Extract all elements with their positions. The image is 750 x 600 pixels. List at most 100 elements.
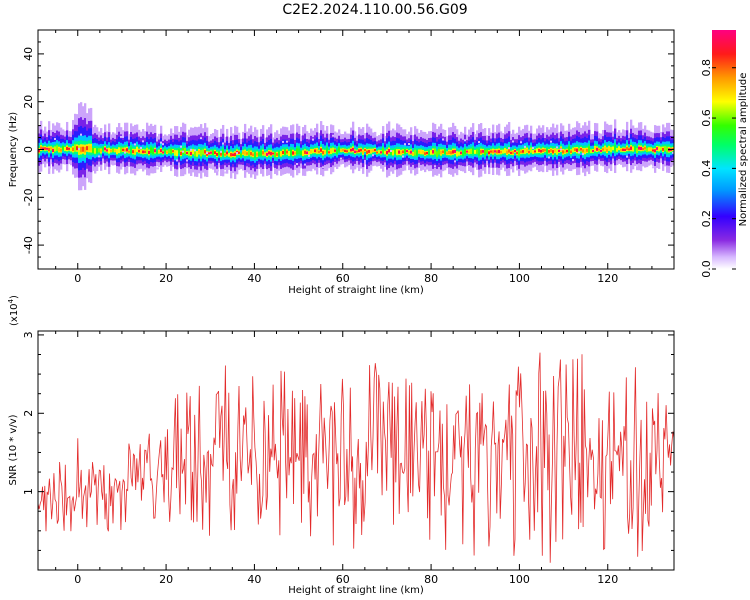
spectrogram-cell: [394, 150, 397, 153]
spectrogram-cell: [484, 151, 487, 155]
spectrogram-cell: [100, 149, 103, 153]
spectrogram-cell: [630, 146, 633, 150]
spectrogram-speckle: [224, 171, 227, 174]
spectrogram-cell: [482, 150, 485, 153]
spectrogram-speckle: [424, 167, 427, 170]
spectrogram-cell: [572, 148, 575, 152]
spectrogram-cell: [294, 152, 297, 155]
colorbar-gradient: [712, 30, 736, 269]
spectrogram-cell: [590, 150, 593, 153]
spectrogram-cell: [592, 149, 595, 152]
spectrogram-cell: [428, 151, 431, 154]
snr-panel: 0 20 40 60 80 100 120 1 2 3 Height of straight l…: [7, 295, 675, 596]
spectrogram-cell: [290, 150, 293, 154]
spectrogram-cell: [500, 150, 503, 154]
spectrogram-speckle: [578, 151, 581, 154]
spectrogram-speckle: [142, 140, 145, 143]
spectrogram-cell: [224, 153, 227, 156]
colorbar-tick-label: 0.8: [700, 59, 713, 77]
spectrogram-speckle: [312, 138, 315, 141]
spectrogram-cell: [530, 148, 533, 152]
spectrogram-cell: [564, 150, 567, 154]
spectrogram-cell: [300, 152, 303, 155]
spectrogram-cell: [264, 153, 267, 156]
snr-y-label: SNR (10 * v/v): [8, 414, 19, 485]
spectrogram-cell: [348, 149, 351, 152]
spectrogram-cell: [586, 148, 589, 152]
spectrogram-cell: [472, 149, 475, 153]
spectrogram-cell: [378, 150, 381, 153]
spectrogram-cell: [566, 149, 569, 153]
spectrogram-cell: [382, 149, 385, 153]
spectrogram-cell: [230, 153, 233, 157]
spectrogram-cell: [44, 147, 47, 150]
spectrogram-cell: [358, 149, 361, 153]
spectrogram-y-tick-label: 20: [22, 95, 35, 109]
spectrogram-cell: [368, 150, 371, 153]
spectrogram-cell: [620, 148, 623, 151]
snr-x-tick-label: 120: [597, 573, 618, 586]
spectrogram-cell: [626, 146, 629, 150]
spectrogram-cell: [184, 149, 187, 153]
spectrogram-speckle: [80, 133, 83, 136]
spectrogram-cell: [538, 148, 541, 152]
spectrogram-cell: [104, 147, 107, 151]
spectrogram-cell: [640, 146, 643, 151]
spectrogram-cell: [346, 150, 349, 153]
spectrogram-speckle: [402, 155, 405, 158]
spectrogram-cell: [204, 150, 207, 154]
spectrogram-cell: [606, 148, 609, 152]
spectrogram-cell: [370, 149, 373, 153]
spectrogram-cell: [298, 149, 301, 153]
spectrogram-cell: [392, 151, 395, 155]
spectrogram-cell: [398, 150, 401, 154]
spectrogram-cell: [460, 151, 463, 155]
spectrogram-cell: [468, 150, 471, 154]
spectrogram-cell: [360, 148, 363, 152]
spectrogram-cell: [170, 150, 173, 153]
spectrogram-speckle: [648, 160, 651, 163]
spectrogram-cell: [628, 148, 631, 151]
spectrogram-speckle: [206, 152, 209, 155]
spectrogram-speckle: [200, 137, 203, 140]
spectrogram-speckle: [78, 147, 81, 150]
spectrogram-cell: [98, 149, 101, 152]
spectrogram-cell: [386, 150, 389, 155]
spectrogram-cell: [272, 152, 275, 155]
spectrogram-speckle: [404, 143, 407, 146]
snr-y-ticks: 1 2 3: [22, 331, 674, 571]
spectrogram-cell: [140, 150, 143, 153]
snr-x-label: Height of straight line (km): [288, 585, 424, 596]
spectrogram-cell: [596, 147, 599, 151]
spectrogram-cell: [504, 149, 507, 153]
spectrogram-cell: [202, 150, 205, 154]
spectrogram-cell: [216, 152, 219, 156]
spectrogram-cell: [544, 149, 547, 152]
spectrogram-speckle: [304, 163, 307, 166]
spectrogram-cell: [396, 150, 399, 154]
spectrogram-cell: [380, 151, 383, 154]
spectrogram-speckle: [306, 136, 309, 139]
spectrogram-cell: [198, 150, 201, 154]
spectrogram-cell: [122, 148, 125, 152]
spectrogram-cell: [288, 152, 291, 155]
spectrogram-cell: [178, 149, 181, 153]
spectrogram-speckle: [332, 134, 335, 137]
figure-title: C2E2.2024.110.00.56.G09: [282, 2, 468, 18]
spectrogram-speckle: [556, 146, 559, 149]
spectrogram-cell: [356, 150, 359, 153]
spectrogram-cell: [430, 151, 433, 154]
spectrogram-speckle: [134, 143, 137, 146]
spectrogram-speckle: [356, 165, 359, 168]
spectrogram-cell: [156, 151, 159, 154]
snr-x-ticks: 0 20 40 60 80 100 120: [55, 331, 675, 586]
spectrogram-cell: [74, 146, 77, 151]
spectrogram-cell: [418, 150, 421, 153]
spectrogram-speckle: [220, 150, 223, 153]
spectrogram-cell: [568, 147, 571, 151]
spectrogram-speckle: [626, 155, 629, 158]
spectrogram-cell: [648, 148, 651, 151]
spectrogram-cell: [362, 150, 365, 154]
spectrogram-cell: [496, 150, 499, 154]
spectrogram-speckle: [176, 159, 179, 162]
